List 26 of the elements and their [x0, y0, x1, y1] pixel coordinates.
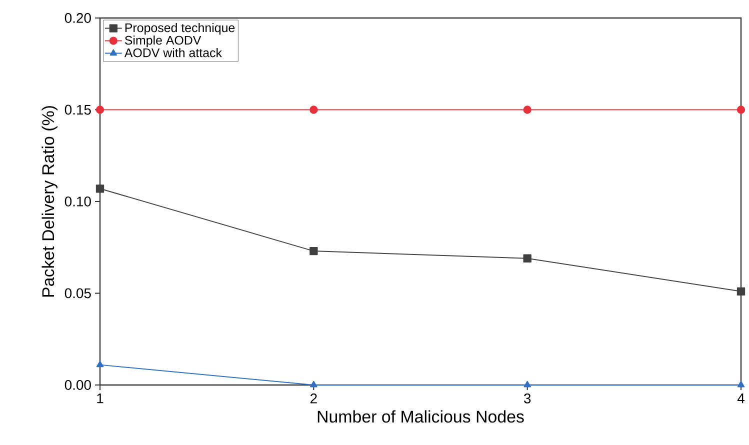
x-tick-label: 1 [97, 394, 104, 404]
point [736, 287, 746, 296]
legend-label: AODV with attack [124, 48, 222, 58]
y-tick-label: 0.20 [64, 13, 91, 23]
point [310, 380, 318, 388]
legend-label: Simple AODV [124, 36, 202, 48]
x-axis-title: Number of Malicious Nodes [318, 410, 524, 423]
y-tick-label: 0.15 [64, 104, 91, 115]
point [310, 246, 318, 256]
point [310, 106, 318, 114]
point [523, 254, 532, 262]
point [737, 380, 745, 388]
point [736, 106, 746, 114]
point [96, 184, 104, 193]
x-tick-label: 3 [524, 394, 531, 404]
point [524, 380, 531, 388]
y-axis-title: Packet Delivery Ratio (%) [42, 106, 58, 297]
y-tick-label: 0.05 [64, 288, 91, 298]
point [523, 106, 532, 114]
point [96, 106, 104, 114]
legend-label: Proposed technique [125, 23, 235, 35]
y-tick-label: 0.10 [64, 196, 91, 206]
y-tick-label: 0.00 [64, 380, 91, 390]
x-tick-label: 4 [737, 394, 744, 404]
x-tick-label: 2 [310, 394, 317, 404]
point [96, 360, 104, 368]
